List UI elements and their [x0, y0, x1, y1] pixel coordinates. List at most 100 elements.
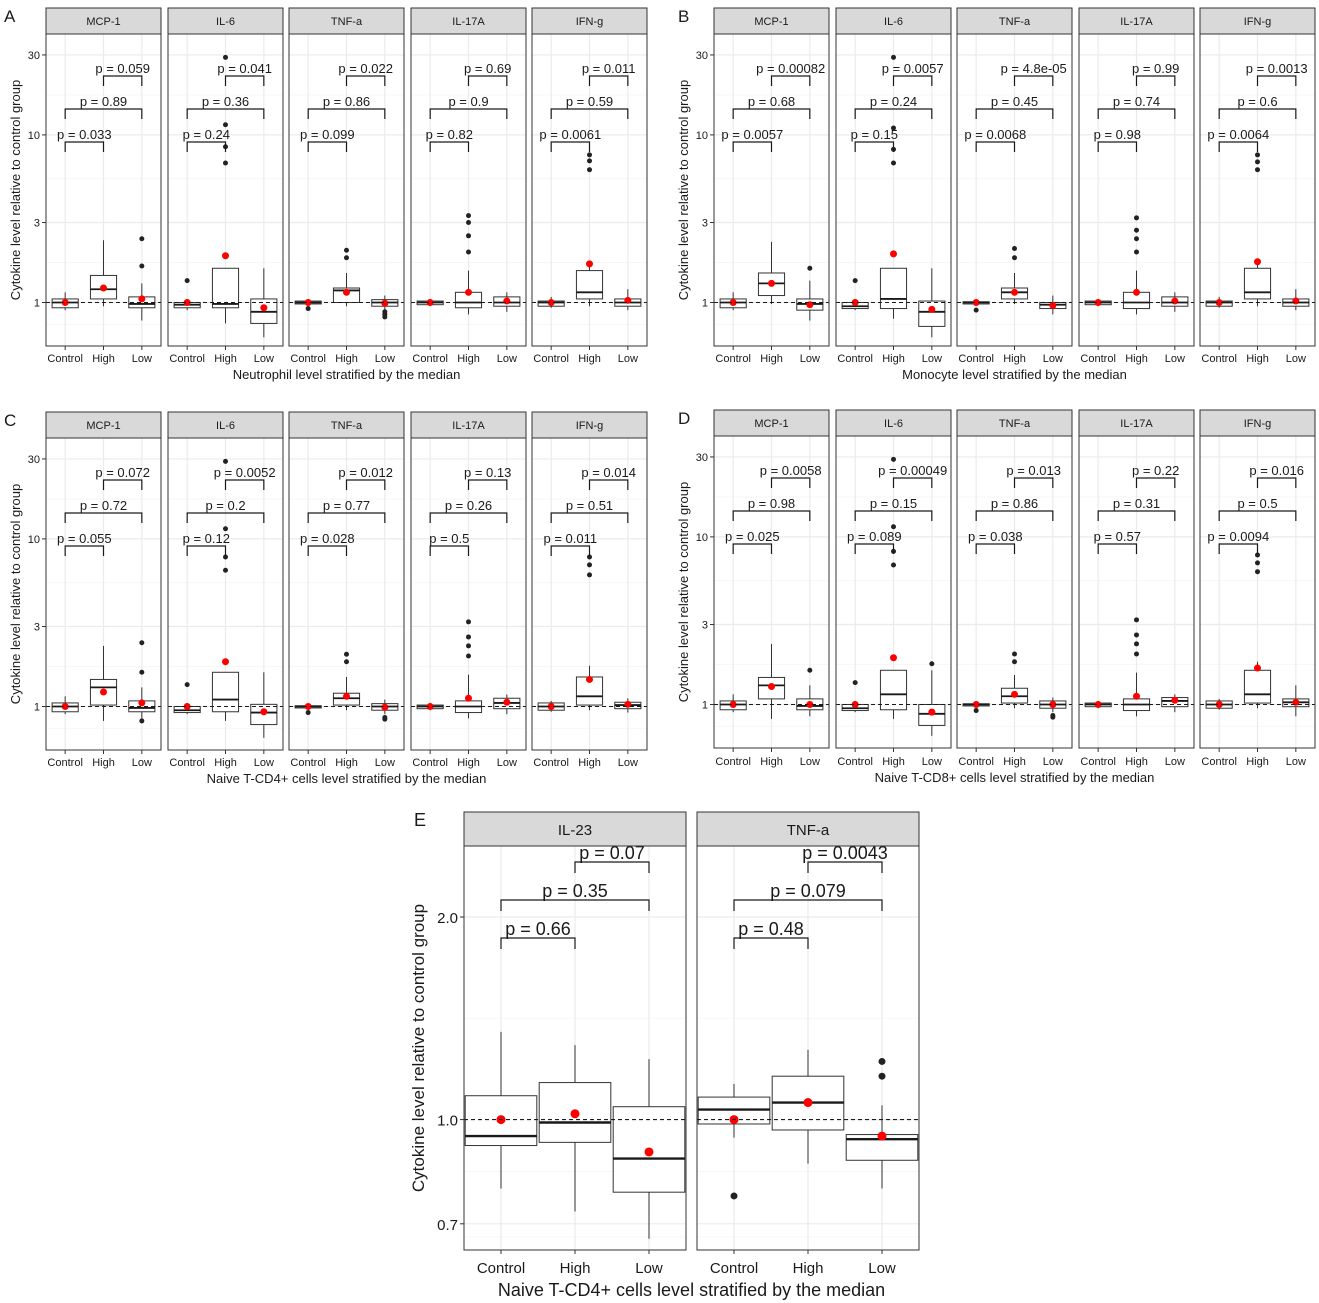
comparison-bracket [854, 510, 933, 521]
box-control [537, 700, 565, 712]
facet-il-17a: IL-17A p = 0.5 p = 0.26 p = 0.13 Control High… [410, 411, 527, 769]
mean-point [503, 698, 511, 706]
box-control [173, 682, 201, 715]
facet-strip [1078, 7, 1195, 35]
outlier-point [1012, 659, 1017, 665]
x-tick-label: Control [1201, 353, 1236, 365]
box-high [332, 651, 361, 711]
mean-point [426, 298, 434, 306]
mean-point [1215, 700, 1223, 708]
mean-point [465, 694, 472, 702]
comparison-bracket [1218, 108, 1297, 119]
comparison-bracket [1135, 477, 1176, 488]
y-tick-label: 1 [34, 297, 40, 309]
box-iqr [1243, 267, 1272, 300]
x-tick-label: High [1125, 353, 1148, 365]
p-value-label: p = 0.48 [738, 919, 804, 939]
outlier-point [852, 680, 858, 686]
p-value-label: p = 0.011 [544, 531, 598, 546]
y-tick-label: 3 [702, 620, 708, 632]
comparison-bracket [186, 512, 265, 523]
p-value-label: p = 0.041 [217, 61, 272, 76]
x-tick-label: High [560, 1260, 591, 1277]
outlier-point [929, 661, 935, 667]
x-tick-label: Low [1165, 756, 1185, 768]
p-value-label: p = 0.2 [205, 498, 245, 513]
mean-point [426, 702, 434, 710]
p-value-label: p = 0.36 [202, 94, 249, 109]
box-high [89, 645, 118, 721]
x-tick-label: High [1125, 756, 1148, 768]
p-value-label: p = 0.0052 [214, 465, 276, 480]
x-tick-label: High [578, 757, 601, 769]
facet-mcp-1: MCP-1 p = 0.033 p = 0.89 p = 0.059 Control Hi… [45, 7, 162, 365]
mean-point [1049, 700, 1057, 708]
comparison-bracket [224, 75, 265, 86]
outlier-point [139, 640, 145, 646]
facet-strip-label: TNF-a [787, 822, 830, 839]
facet-il-17a: IL-17A p = 0.57 p = 0.31 p = 0.22 Control Hig… [1078, 409, 1195, 768]
comparison-bracket [307, 545, 348, 556]
comparison-bracket [1013, 75, 1054, 86]
comparison-bracket [224, 479, 265, 490]
comparison-bracket [345, 75, 386, 86]
mean-point [343, 288, 350, 296]
mean-point [586, 260, 593, 268]
y-tick-label: 1 [702, 699, 708, 711]
outlier-point [1012, 651, 1017, 657]
outlier-point [891, 125, 896, 131]
mean-point [586, 675, 593, 683]
facet-strip [956, 409, 1073, 437]
facet-strip [288, 411, 405, 439]
p-value-label: p = 0.86 [991, 496, 1038, 511]
mean-point [304, 298, 312, 306]
outlier-point [852, 278, 858, 284]
x-tick-label: Low [375, 757, 395, 769]
comparison-bracket [429, 141, 470, 152]
comparison-bracket [854, 141, 895, 152]
y-tick-label: 30 [28, 454, 40, 466]
comparison-bracket [102, 75, 143, 86]
box-high [538, 1045, 612, 1212]
facet-ifn-g: IFN-g p = 0.0064 p = 0.6 p = 0.0013 Control H… [1199, 7, 1316, 365]
facet-strip-label: IL-6 [884, 418, 903, 430]
facet-strip-label: IFN-g [576, 16, 604, 28]
x-tick-label: Low [922, 353, 942, 365]
comparison-bracket [1135, 75, 1176, 86]
x-tick-label: Control [477, 1260, 525, 1277]
x-tick-label: Low [635, 1260, 663, 1277]
x-tick-label: Low [800, 353, 820, 365]
outlier-point [587, 167, 592, 173]
box-control [719, 694, 747, 713]
panel-label: A [4, 7, 16, 26]
outlier-point [891, 456, 896, 462]
box-low [1282, 289, 1310, 311]
facet-strip-label: TNF-a [331, 420, 363, 432]
x-tick-label: High [1003, 353, 1026, 365]
comparison-bracket [975, 108, 1054, 119]
outlier-point [305, 306, 311, 312]
p-value-label: p = 0.45 [991, 94, 1038, 109]
box-low [612, 1059, 686, 1239]
p-value-label: p = 0.12 [183, 531, 230, 546]
box-iqr [879, 669, 908, 711]
comparison-bracket [550, 512, 629, 523]
outlier-point [973, 708, 979, 714]
p-value-label: p = 4.8e-05 [1001, 61, 1067, 76]
y-tick-label: 3 [34, 218, 40, 230]
facet-strip-label: MCP-1 [754, 16, 788, 28]
x-tick-label: High [214, 353, 237, 365]
outlier-point [344, 247, 349, 253]
mean-point [381, 703, 389, 711]
y-tick-label: 30 [28, 50, 40, 62]
comparison-bracket [1218, 543, 1259, 554]
x-tick-label: Low [800, 756, 820, 768]
box-low [796, 265, 824, 321]
p-value-label: p = 0.51 [566, 498, 613, 513]
mean-point [1254, 664, 1261, 672]
p-value-label: p = 0.15 [870, 496, 917, 511]
x-tick-label: High [1246, 353, 1269, 365]
p-value-label: p = 0.35 [542, 881, 608, 901]
p-value-label: p = 0.0057 [882, 61, 944, 76]
